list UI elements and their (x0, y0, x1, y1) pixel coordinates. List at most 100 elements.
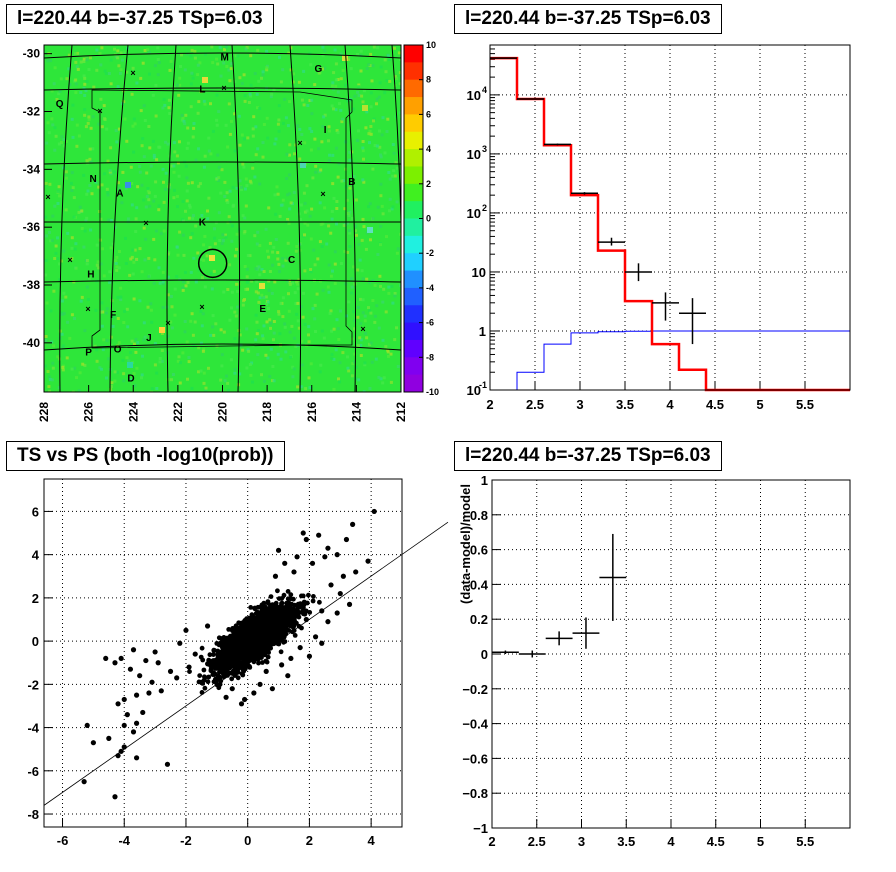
map-pixel (151, 139, 155, 143)
map-pixel (111, 324, 115, 328)
map-pixel (126, 325, 130, 329)
map-pixel (352, 310, 356, 314)
map-pixel (330, 356, 334, 360)
map-pixel (156, 58, 160, 61)
map-pixel (243, 99, 247, 103)
map-pixel (395, 251, 399, 255)
map-pixel (254, 313, 258, 317)
map-pixel (336, 175, 340, 179)
map-hotspot (209, 255, 215, 261)
map-pixel (131, 272, 135, 276)
map-pixel (116, 56, 120, 60)
map-pixel (245, 327, 249, 331)
map-pixel (83, 329, 87, 333)
map-pixel (306, 223, 310, 227)
map-pixel (178, 381, 182, 385)
map-pixel (397, 51, 401, 55)
map-pixel (243, 94, 247, 98)
map-pixel (163, 103, 167, 107)
map-pixel (132, 260, 136, 264)
map-pixel (240, 185, 243, 189)
data-point (652, 292, 679, 321)
map-pixel (343, 207, 347, 211)
map-pixel (292, 191, 296, 195)
map-pixel (226, 145, 230, 149)
map-pixel (181, 233, 185, 237)
map-pixel (189, 319, 193, 323)
map-pixel (189, 270, 193, 274)
map-pixel (350, 291, 354, 295)
map-pixel (49, 309, 53, 313)
map-pixel (333, 262, 337, 266)
map-pixel (58, 329, 62, 333)
map-pixel (298, 157, 302, 161)
map-pixel (378, 129, 381, 133)
map-pixel (249, 94, 253, 98)
map-pixel (288, 173, 292, 177)
map-pixel (196, 63, 200, 67)
map-pixel (235, 247, 238, 251)
map-pixel (330, 329, 334, 333)
map-pixel (94, 180, 98, 184)
map-pixel (236, 305, 240, 309)
map-pixel (169, 59, 173, 63)
map-pixel (100, 324, 104, 328)
map-pixel (91, 147, 95, 151)
x-tick-label: 0 (244, 833, 251, 848)
map-pixel (318, 170, 322, 174)
map-pixel (176, 359, 180, 363)
map-pixel (258, 244, 262, 247)
map-pixel (161, 270, 165, 274)
map-pixel (399, 58, 401, 61)
map-pixel (327, 290, 331, 294)
map-pixel (383, 58, 387, 62)
map-pixel (50, 117, 54, 121)
map-pixel (281, 315, 285, 319)
y-tick-label: -2 (27, 677, 39, 692)
map-pixel (127, 359, 131, 363)
map-pixel (379, 194, 383, 198)
map-pixel (140, 144, 144, 148)
map-pixel (223, 180, 227, 184)
map-pixel (110, 219, 113, 222)
map-pixel (179, 361, 182, 365)
map-pixel (109, 58, 113, 62)
map-pixel (178, 140, 181, 144)
map-pixel (185, 176, 189, 180)
map-pixel (166, 293, 170, 297)
map-pixel (225, 374, 228, 378)
map-pixel (53, 204, 57, 208)
map-pixel (241, 303, 245, 307)
map-pixel (103, 69, 107, 73)
x-tick-label: 4 (667, 834, 675, 849)
map-pixel (374, 357, 378, 361)
map-pixel (312, 248, 316, 252)
map-pixel (188, 203, 192, 207)
colorbar-tick-label: 4 (426, 144, 431, 154)
map-pixel (385, 130, 389, 133)
map-pixel (119, 51, 123, 55)
map-hotspot (125, 182, 131, 188)
map-pixel (123, 50, 127, 54)
map-pixel (335, 200, 339, 203)
map-pixel (129, 351, 132, 355)
map-pixel (262, 270, 266, 273)
map-pixel (226, 221, 230, 225)
map-pixel (60, 141, 63, 144)
map-pixel (364, 247, 368, 251)
map-pixel (292, 367, 296, 371)
map-pixel (87, 68, 91, 71)
map-pixel (70, 236, 74, 240)
map-pixel (189, 54, 193, 58)
map-pixel (251, 380, 254, 384)
map-pixel (180, 53, 183, 57)
map-pixel (233, 254, 237, 258)
map-pixel (48, 375, 52, 379)
map-pixel (143, 119, 147, 122)
map-pixel (241, 214, 245, 218)
map-pixel (310, 207, 314, 211)
map-pixel (267, 279, 271, 283)
map-pixel (70, 367, 74, 371)
x-tick-label: 4 (368, 833, 376, 848)
map-pixel (200, 276, 204, 280)
